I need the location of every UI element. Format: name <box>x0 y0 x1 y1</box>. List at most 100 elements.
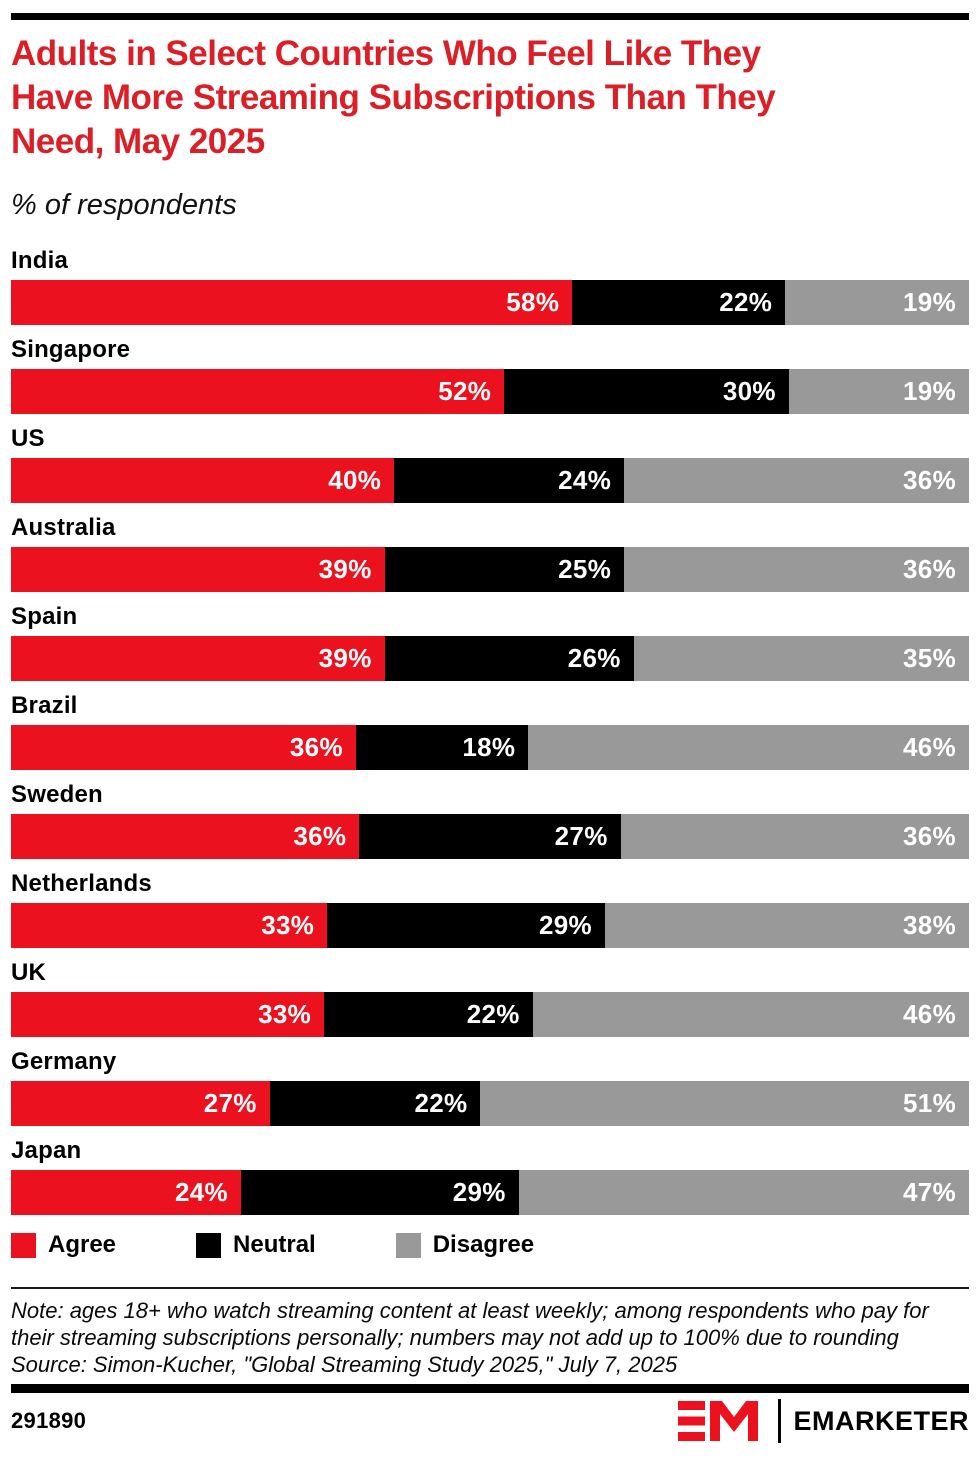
stacked-bar: 52% 30% 19% <box>11 369 969 415</box>
bar-segment-neutral: 29% <box>240 1170 519 1216</box>
bar-segment-neutral: 22% <box>269 1081 481 1127</box>
country-label: Japan <box>11 1137 82 1165</box>
top-rule <box>11 13 969 20</box>
bar-segment-neutral: 25% <box>384 547 625 593</box>
bar-segment-agree: 24% <box>11 1170 241 1216</box>
bar-segment-neutral: 22% <box>572 280 786 326</box>
legend-label: Neutral <box>233 1231 316 1259</box>
brand-wordmark: EMARKETER <box>793 1405 969 1436</box>
bar-segment-agree: 39% <box>11 636 385 682</box>
bar-segment-neutral: 30% <box>504 369 789 415</box>
chart-row: US 40% 24% 36% <box>11 425 969 504</box>
legend-item-neutral: Neutral <box>196 1231 316 1259</box>
bar-segment-disagree: 35% <box>633 636 969 682</box>
legend: Agree Neutral Disagree <box>11 1231 969 1259</box>
bar-segment-neutral: 22% <box>324 992 533 1038</box>
bar-segment-disagree: 51% <box>480 1081 969 1127</box>
segment-value-label: 24% <box>558 465 612 496</box>
country-label: Australia <box>11 514 116 542</box>
segment-value-label: 26% <box>567 643 621 674</box>
segment-value-label: 19% <box>903 287 956 318</box>
stacked-bar: 58% 22% 19% <box>11 280 969 326</box>
bottom-rule <box>11 1384 969 1394</box>
segment-value-label: 22% <box>466 999 520 1030</box>
page-subtitle: % of respondents <box>11 189 237 222</box>
stacked-bar: 36% 27% 36% <box>11 814 969 860</box>
segment-value-label: 36% <box>903 465 956 496</box>
bar-segment-neutral: 18% <box>355 725 529 771</box>
segment-value-label: 39% <box>318 643 372 674</box>
legend-label: Disagree <box>432 1231 535 1259</box>
country-label: Spain <box>11 603 78 631</box>
country-label: India <box>11 247 69 275</box>
stacked-bar: 36% 18% 46% <box>11 725 969 771</box>
bar-segment-neutral: 29% <box>327 903 605 949</box>
stacked-bar: 39% 25% 36% <box>11 547 969 593</box>
segment-value-label: 38% <box>903 910 956 941</box>
segment-value-label: 22% <box>719 287 773 318</box>
bar-segment-disagree: 46% <box>528 725 969 771</box>
chart-row: UK 33% 22% 46% <box>11 959 969 1038</box>
segment-value-label: 25% <box>558 554 612 585</box>
chart-row: Japan 24% 29% 47% <box>11 1137 969 1216</box>
bar-segment-disagree: 36% <box>620 814 969 860</box>
segment-value-label: 19% <box>903 376 956 407</box>
bar-segment-agree: 39% <box>11 547 385 593</box>
bar-segment-agree: 33% <box>11 903 328 949</box>
segment-value-label: 47% <box>903 1177 956 1208</box>
segment-value-label: 33% <box>258 999 312 1030</box>
stacked-bar: 33% 29% 38% <box>11 903 969 949</box>
segment-value-label: 29% <box>452 1177 506 1208</box>
chart-row: Australia 39% 25% 36% <box>11 514 969 593</box>
segment-value-label: 36% <box>293 821 347 852</box>
bar-segment-disagree: 19% <box>788 369 969 415</box>
country-label: Brazil <box>11 692 78 720</box>
segment-value-label: 33% <box>261 910 315 941</box>
segment-value-label: 27% <box>203 1088 257 1119</box>
stacked-bar: 33% 22% 46% <box>11 992 969 1038</box>
segment-value-label: 58% <box>506 287 560 318</box>
segment-value-label: 46% <box>903 999 956 1030</box>
chart-row: Sweden 36% 27% 36% <box>11 781 969 860</box>
legend-swatch-disagree <box>395 1232 421 1258</box>
country-label: US <box>11 425 45 453</box>
country-label: Germany <box>11 1048 117 1076</box>
bar-segment-agree: 36% <box>11 814 360 860</box>
page: Adults in Select Countries Who Feel Like… <box>0 13 980 1444</box>
country-label: UK <box>11 959 47 987</box>
legend-item-agree: Agree <box>11 1231 116 1259</box>
footer: 291890 EMARKETER <box>11 1399 969 1444</box>
segment-value-label: 35% <box>903 643 956 674</box>
bar-segment-agree: 40% <box>11 458 395 504</box>
stacked-bar: 39% 26% 35% <box>11 636 969 682</box>
segment-value-label: 36% <box>903 821 956 852</box>
segment-value-label: 36% <box>903 554 956 585</box>
segment-value-label: 24% <box>174 1177 228 1208</box>
segment-value-label: 36% <box>289 732 343 763</box>
segment-value-label: 18% <box>462 732 516 763</box>
segment-value-label: 52% <box>438 376 492 407</box>
page-title: Adults in Select Countries Who Feel Like… <box>11 34 776 161</box>
country-label: Sweden <box>11 781 103 809</box>
bar-segment-disagree: 38% <box>604 903 969 949</box>
legend-item-disagree: Disagree <box>395 1231 535 1259</box>
bar-segment-disagree: 46% <box>532 992 969 1038</box>
brand-logo: EMARKETER <box>678 1399 969 1444</box>
segment-value-label: 30% <box>722 376 776 407</box>
country-label: Netherlands <box>11 870 152 898</box>
bar-segment-disagree: 47% <box>518 1170 969 1216</box>
segment-value-label: 51% <box>903 1088 956 1119</box>
chart-row: India 58% 22% 19% <box>11 247 969 326</box>
bar-segment-neutral: 27% <box>359 814 621 860</box>
country-label: Singapore <box>11 336 131 364</box>
bar-segment-neutral: 26% <box>384 636 634 682</box>
chart-id: 291890 <box>11 1408 87 1434</box>
chart: India 58% 22% 19% Singapore 52% 30% 19% US 40% 24%… <box>11 247 969 1216</box>
bar-segment-agree: 52% <box>11 369 505 415</box>
segment-value-label: 29% <box>539 910 592 941</box>
chart-row: Brazil 36% 18% 46% <box>11 692 969 771</box>
legend-swatch-neutral <box>196 1232 222 1258</box>
bar-segment-neutral: 24% <box>394 458 625 504</box>
segment-value-label: 27% <box>554 821 608 852</box>
segment-value-label: 22% <box>414 1088 468 1119</box>
